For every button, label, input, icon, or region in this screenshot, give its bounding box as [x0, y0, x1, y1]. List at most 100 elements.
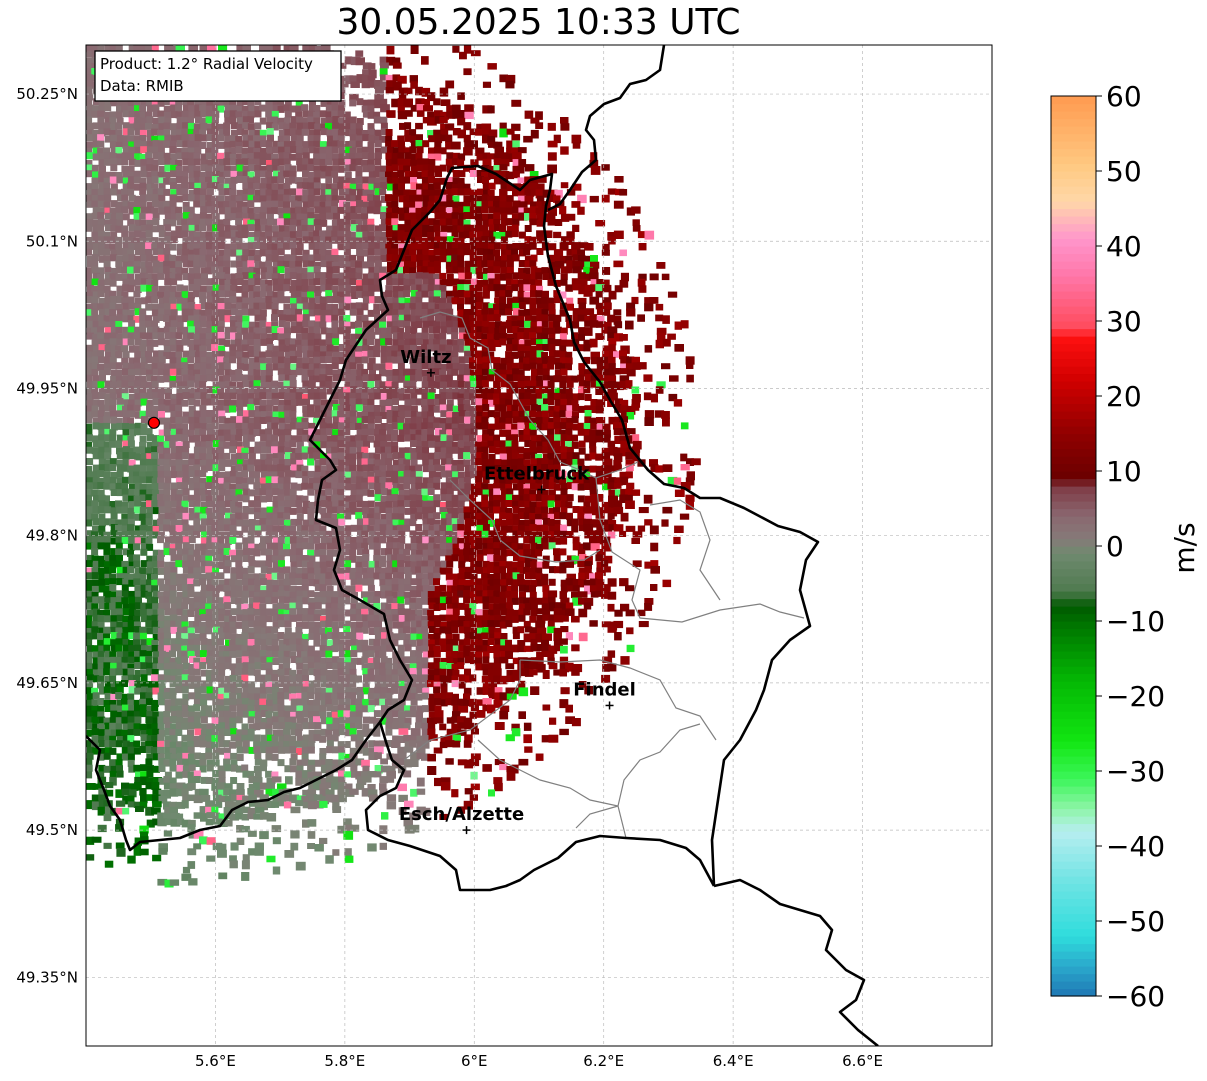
radar-velocity-cell [308, 345, 316, 353]
radar-velocity-cell [146, 237, 154, 245]
radar-velocity-cell [104, 447, 112, 455]
radar-velocity-cell [547, 375, 555, 383]
radar-velocity-cell [362, 110, 370, 118]
radar-velocity-cell [338, 285, 346, 293]
radar-velocity-cell [422, 164, 430, 172]
radar-velocity-cell [295, 105, 303, 113]
radar-velocity-cell [475, 369, 482, 377]
radar-velocity-cell [583, 344, 591, 352]
radar-velocity-cell [146, 219, 154, 227]
radar-velocity-cell [325, 242, 333, 250]
radar-velocity-cell [451, 423, 459, 431]
radar-velocity-cell [410, 321, 418, 329]
radar-velocity-cell [386, 356, 394, 364]
radar-velocity-cell [536, 380, 544, 388]
radar-velocity-cell [325, 303, 333, 311]
radar-velocity-cell [615, 398, 623, 406]
radar-velocity-cell [446, 188, 454, 196]
radar-velocity-cell [247, 224, 255, 232]
radar-velocity-cell [248, 278, 256, 286]
radar-velocity-cell [206, 386, 214, 394]
radar-velocity-cell [487, 333, 494, 341]
radar-velocity-cell [189, 189, 196, 197]
radar-velocity-cell [141, 278, 148, 286]
radar-velocity-cell [86, 369, 93, 377]
radar-velocity-cell [614, 404, 622, 413]
radar-velocity-cell [505, 434, 513, 442]
radar-velocity-cell [175, 404, 183, 412]
radar-velocity-cell [145, 249, 153, 256]
radar-velocity-cell [151, 255, 159, 263]
radar-velocity-cell [559, 387, 567, 395]
radar-velocity-cell [295, 206, 303, 214]
radar-velocity-cell [367, 272, 375, 280]
radar-velocity-cell [475, 218, 483, 226]
radar-velocity-cell [380, 128, 388, 136]
radar-velocity-cell [86, 327, 94, 335]
radar-velocity-cell [242, 315, 250, 323]
radar-velocity-cell [337, 243, 345, 251]
radar-velocity-cell [205, 159, 213, 167]
radar-velocity-cell [499, 290, 507, 298]
radar-velocity-cell [218, 362, 226, 370]
radar-velocity-cell [164, 164, 172, 172]
radar-velocity-cell [265, 153, 273, 161]
radar-velocity-cell [559, 351, 567, 359]
radar-velocity-cell [92, 45, 100, 52]
radar-velocity-cell [158, 230, 166, 238]
radar-velocity-cell [139, 123, 147, 131]
radar-velocity-cell [619, 416, 628, 423]
radar-velocity-cell [308, 146, 316, 154]
radar-velocity-cell [319, 141, 327, 149]
radar-velocity-cell [230, 273, 238, 281]
radar-velocity-cell [211, 459, 219, 467]
radar-velocity-cell [86, 416, 93, 424]
radar-velocity-cell [380, 393, 388, 401]
radar-velocity-cell [440, 99, 451, 106]
radar-velocity-cell [235, 285, 243, 293]
radar-velocity-cell [421, 272, 429, 280]
radar-velocity-cell [284, 423, 292, 431]
radar-velocity-cell [379, 321, 386, 329]
radar-velocity-cell [433, 344, 441, 352]
radar-velocity-cell [517, 453, 525, 461]
radar-velocity-cell [361, 130, 369, 137]
radar-velocity-cell [559, 333, 567, 341]
radar-velocity-cell [218, 410, 226, 418]
radar-velocity-cell [482, 248, 490, 256]
radar-velocity-cell [613, 368, 621, 375]
radar-velocity-cell [200, 278, 208, 286]
radar-velocity-cell [398, 213, 406, 221]
radar-velocity-cell [92, 219, 99, 227]
radar-velocity-cell [397, 434, 405, 442]
radar-velocity-cell [344, 453, 352, 461]
radar-velocity-cell [531, 368, 538, 376]
radar-velocity-cell [265, 279, 273, 287]
radar-velocity-cell [344, 422, 352, 430]
radar-velocity-cell [325, 404, 332, 412]
radar-velocity-cell [619, 334, 628, 341]
radar-velocity-cell [367, 206, 374, 214]
radar-velocity-cell [439, 369, 446, 377]
radar-velocity-cell [93, 345, 100, 353]
radar-velocity-cell [188, 194, 195, 202]
radar-velocity-cell [350, 81, 360, 88]
radar-velocity-cell [271, 255, 279, 263]
radar-velocity-cell [403, 423, 410, 431]
radar-velocity-cell [212, 357, 220, 365]
radar-velocity-cell [248, 105, 256, 113]
radar-velocity-cell [259, 129, 267, 137]
radar-velocity-cell [308, 363, 316, 371]
radar-velocity-cell [517, 369, 525, 377]
radar-velocity-cell [319, 458, 327, 466]
radar-velocity-cell [344, 392, 352, 400]
radar-velocity-cell [229, 446, 237, 454]
radar-velocity-cell [278, 225, 286, 233]
radar-velocity-cell [175, 166, 183, 173]
radar-velocity-cell [260, 453, 268, 461]
radar-velocity-cell [380, 165, 388, 173]
radar-velocity-cell [211, 321, 219, 329]
radar-velocity-cell [529, 206, 539, 215]
radar-velocity-cell [397, 230, 405, 238]
radar-velocity-cell [122, 236, 130, 244]
